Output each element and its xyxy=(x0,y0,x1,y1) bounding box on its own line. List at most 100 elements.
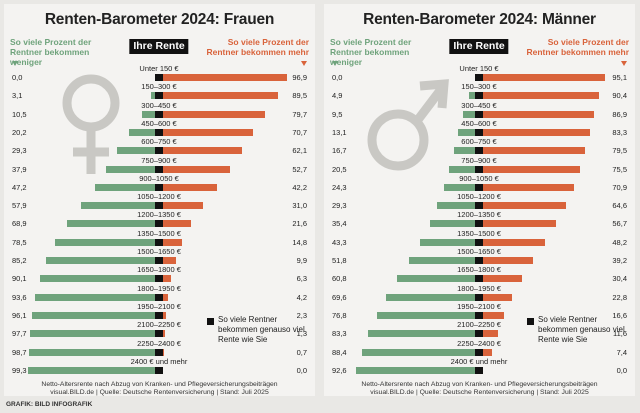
bar xyxy=(39,275,155,283)
symbol-part xyxy=(419,79,449,109)
value-label: 99,3 xyxy=(12,365,27,375)
category-label: 1950–2100 € xyxy=(137,301,181,311)
credit: GRAFIK: BILD INFOGRAFIK xyxy=(6,401,93,408)
bar xyxy=(483,74,605,81)
value-label: 20,2 xyxy=(12,127,27,137)
own-rent-marker xyxy=(475,92,483,100)
category-label: 150–300 € xyxy=(141,82,177,92)
bar xyxy=(458,128,475,136)
bar xyxy=(483,257,534,264)
own-rent-marker xyxy=(155,348,163,356)
value-label: 60,8 xyxy=(332,274,347,284)
category-label: 1800–1950 € xyxy=(457,283,501,293)
own-rent-marker xyxy=(475,128,483,136)
bar xyxy=(448,165,475,173)
own-rent-marker xyxy=(475,348,483,356)
bar xyxy=(453,147,475,155)
category-label: 300–450 € xyxy=(141,100,177,110)
note: So viele Rentner bekommen genauso viel R… xyxy=(538,315,625,344)
value-label: 76,8 xyxy=(332,310,347,320)
own-rent-marker xyxy=(155,220,163,228)
value-label: 10,5 xyxy=(12,109,27,119)
value-label: 2,3 xyxy=(296,310,307,320)
legend-marker xyxy=(12,61,18,66)
bar xyxy=(483,311,505,319)
legend-label: So viele Prozent der Rentner bekommen we… xyxy=(10,37,92,67)
category-label: Unter 150 € xyxy=(459,64,499,73)
own-rent-marker xyxy=(155,110,163,118)
own-rent-marker xyxy=(475,110,483,118)
category-label: 900–1050 € xyxy=(459,173,499,183)
bar xyxy=(483,220,556,228)
value-label: 79,5 xyxy=(612,146,627,156)
bar xyxy=(385,293,475,301)
own-rent-marker xyxy=(155,293,163,301)
bar xyxy=(361,348,475,356)
value-label: 93,6 xyxy=(12,292,27,302)
own-rent-marker xyxy=(475,202,483,210)
bar xyxy=(129,128,155,136)
bar xyxy=(163,202,203,210)
bar xyxy=(163,330,165,338)
note-marker xyxy=(207,318,214,325)
category-label: 1200–1350 € xyxy=(137,210,181,220)
legend-marker xyxy=(621,61,627,66)
value-label: 88,4 xyxy=(332,347,347,357)
own-rent-marker xyxy=(155,128,163,136)
bar xyxy=(429,220,475,228)
category-label: 1650–1800 € xyxy=(457,265,501,275)
value-label: 83,3 xyxy=(612,127,627,137)
category-label: 450–600 € xyxy=(141,118,177,128)
value-label: 7,4 xyxy=(616,347,627,357)
bar xyxy=(163,183,218,191)
bar xyxy=(80,202,155,210)
value-label: 96,9 xyxy=(292,73,307,82)
own-rent-marker xyxy=(155,92,163,100)
value-label: 14,8 xyxy=(292,237,307,247)
category-label: 1350–1500 € xyxy=(457,228,501,238)
category-label: 2250–2400 € xyxy=(137,338,181,348)
value-label: 9,9 xyxy=(296,256,307,265)
category-label: 2100–2250 € xyxy=(137,320,181,330)
value-label: 11,6 xyxy=(612,329,627,339)
category-label: 1050–1200 € xyxy=(137,192,181,202)
value-label: 92,6 xyxy=(332,365,347,375)
category-label: 1500–1650 € xyxy=(137,247,181,256)
value-label: 79,7 xyxy=(292,109,307,119)
bar xyxy=(483,147,585,155)
value-label: 21,6 xyxy=(292,219,307,229)
plot: So viele Prozent der Rentner bekommen we… xyxy=(324,4,635,396)
bar xyxy=(31,311,155,319)
value-label: 47,2 xyxy=(12,182,27,192)
value-label: 52,7 xyxy=(292,164,307,174)
bar xyxy=(163,147,243,155)
own-rent-marker xyxy=(155,311,163,319)
note-marker xyxy=(527,318,534,325)
bar xyxy=(483,165,580,173)
bar xyxy=(66,220,155,228)
note: So viele Rentner bekommen genauso viel R… xyxy=(218,315,305,344)
bar xyxy=(483,348,493,356)
value-label: 30,4 xyxy=(612,274,627,284)
chart-title: Renten-Barometer 2024: Männer xyxy=(363,11,596,28)
legend-marker xyxy=(332,61,338,66)
category-label: 1950–2100 € xyxy=(457,301,501,311)
value-label: 90,1 xyxy=(12,274,27,284)
bar xyxy=(163,348,164,356)
bar xyxy=(163,293,169,301)
category-label: 1050–1200 € xyxy=(457,192,501,202)
bar xyxy=(163,220,191,228)
category-label: 300–450 € xyxy=(461,100,497,110)
own-rent-marker xyxy=(475,293,483,301)
value-label: 1,3 xyxy=(296,329,307,339)
own-rent-marker xyxy=(475,220,483,228)
bar xyxy=(368,330,475,338)
source: visual.BILD.de | Quelle: Deutsche Renten… xyxy=(50,389,269,396)
bar xyxy=(117,147,155,155)
value-label: 57,9 xyxy=(12,201,27,211)
bar xyxy=(397,275,475,283)
bar xyxy=(462,110,475,118)
category-label: 600–750 € xyxy=(141,137,177,147)
bar xyxy=(163,275,172,283)
bar xyxy=(163,257,176,264)
